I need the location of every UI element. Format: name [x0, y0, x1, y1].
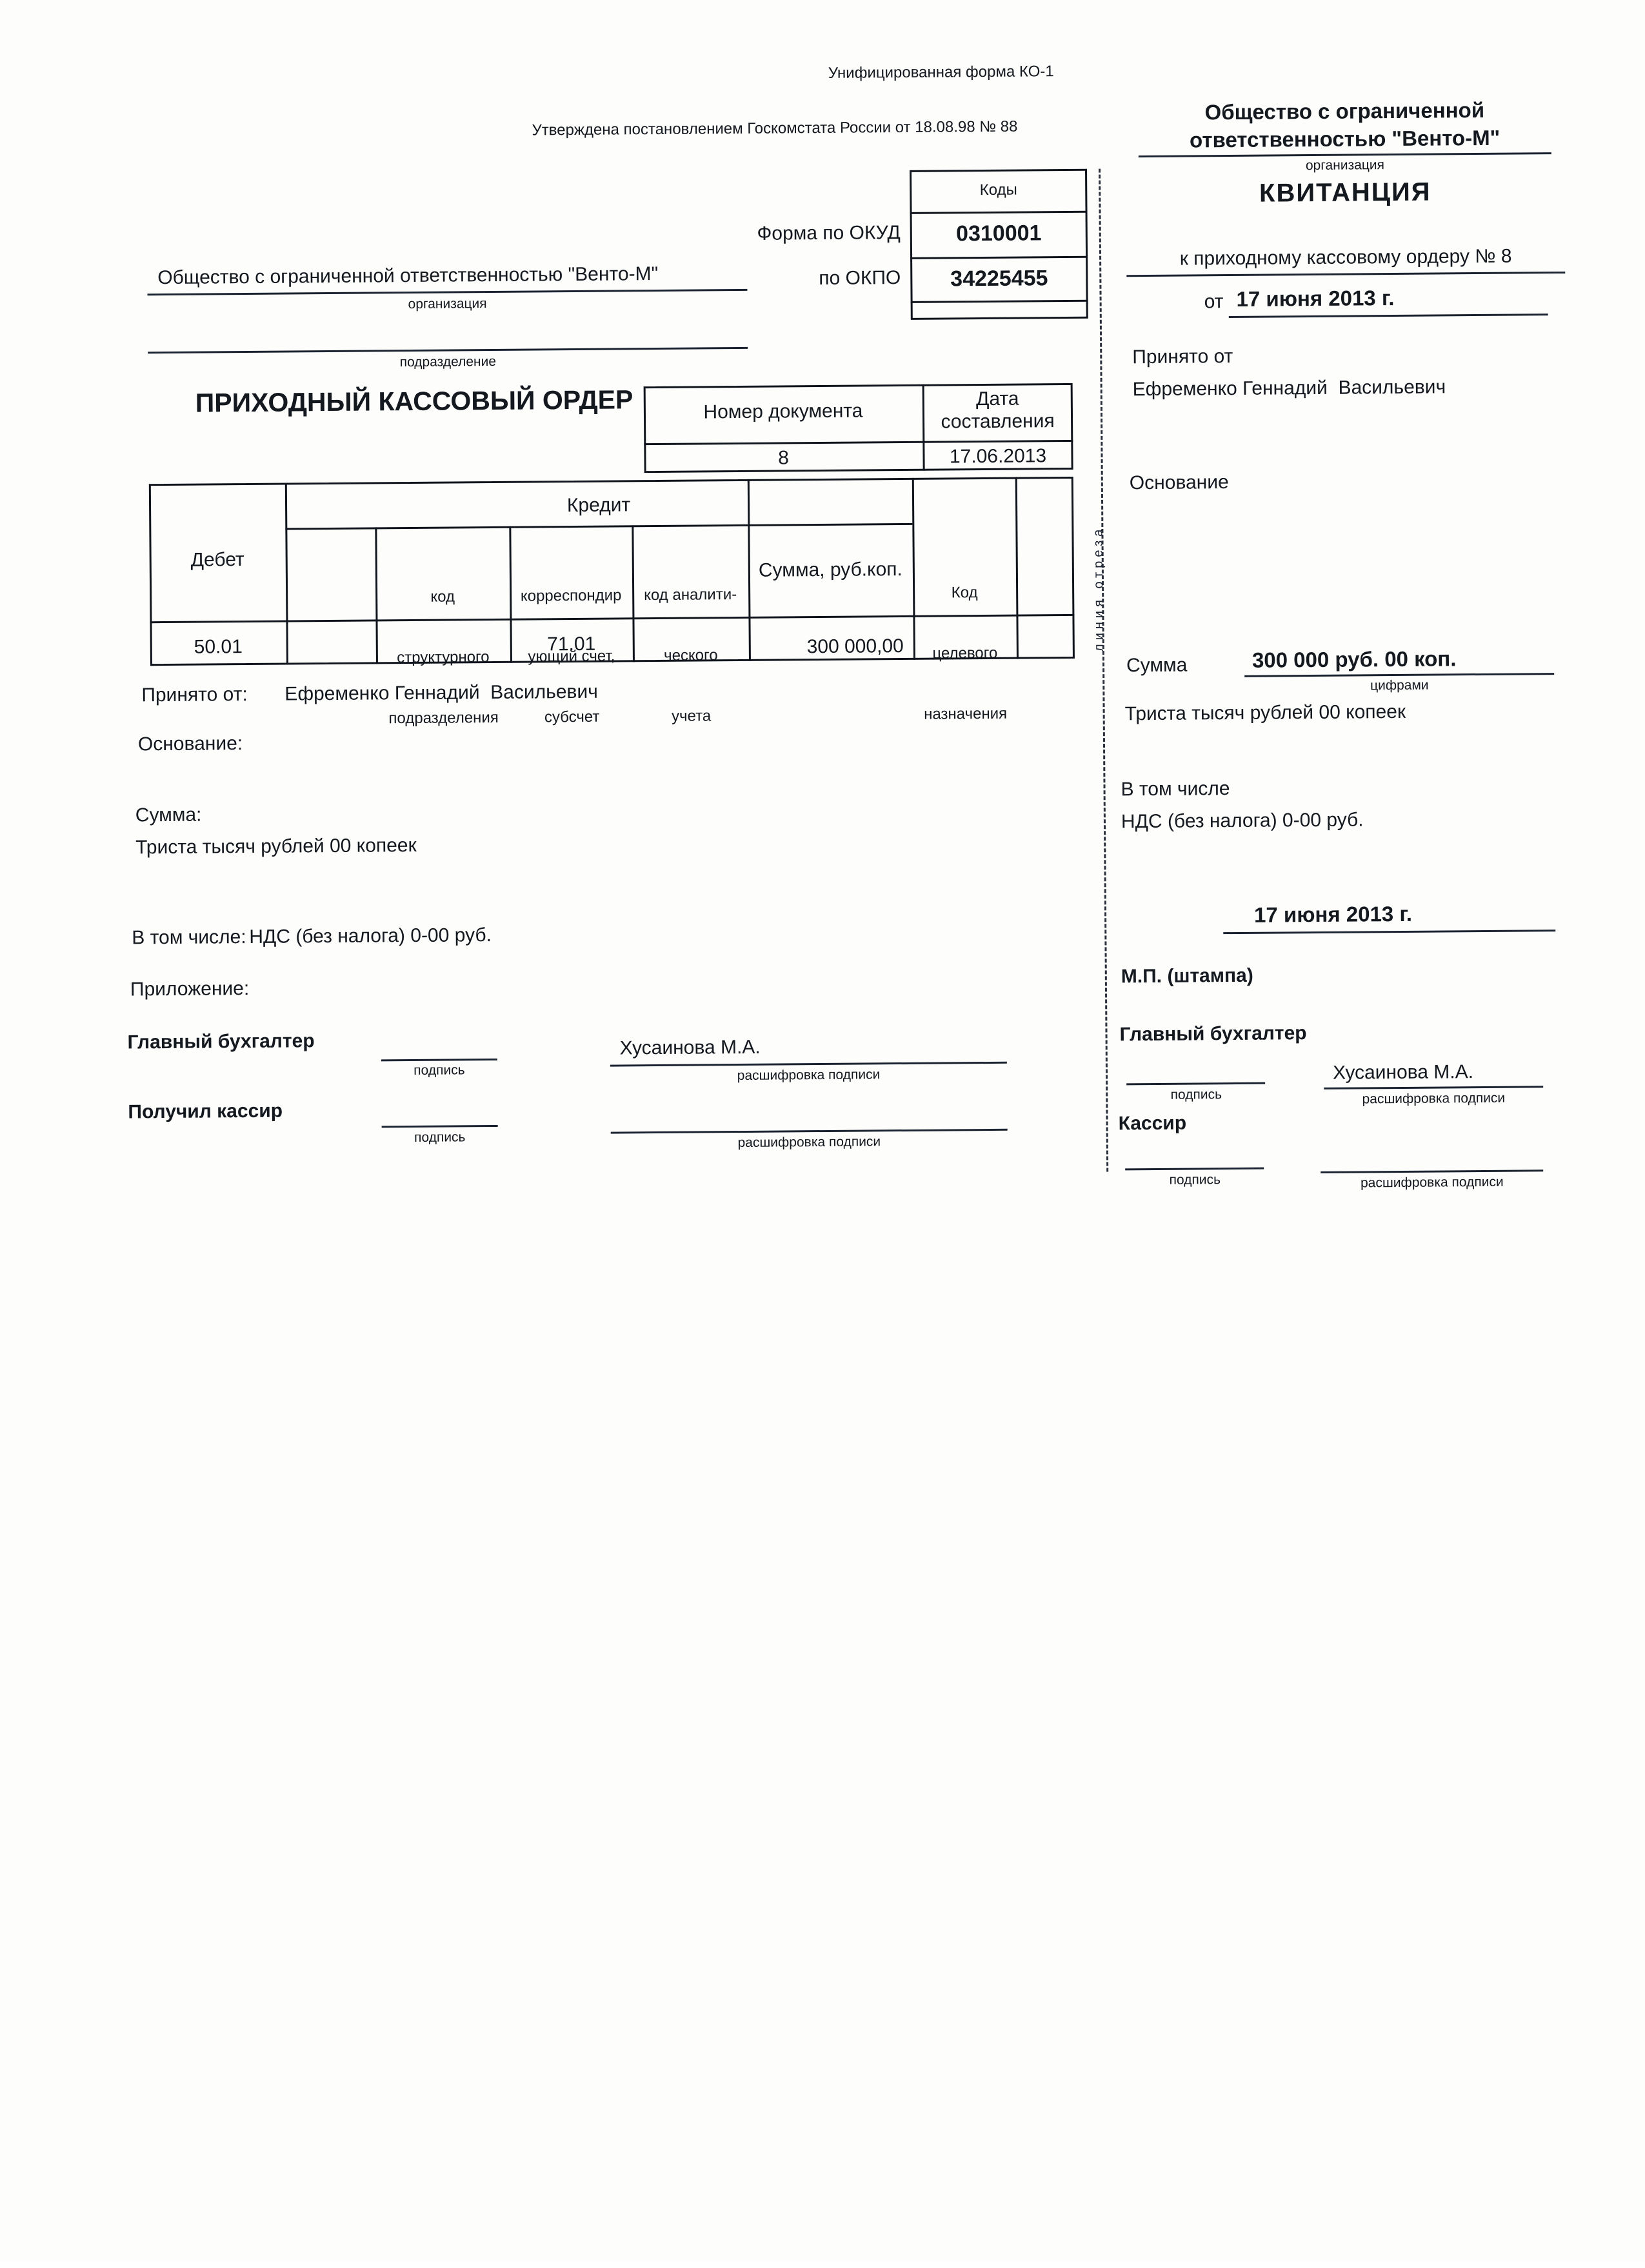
receipt-accountant-signature-caption: подпись: [1170, 1087, 1222, 1102]
order-accountant-decode-rule: [610, 1061, 1007, 1067]
receipt-date-prefix: от: [1204, 291, 1224, 313]
order-attachment-label: Приложение:: [130, 978, 250, 1000]
th-purpose-line2: целевого: [932, 644, 998, 662]
order-cashier-received-label: Получил кассир: [128, 1100, 283, 1123]
doc-date-header-line2: составления: [941, 410, 1055, 433]
organization-value: Общество с ограниченной ответственностью…: [157, 263, 659, 289]
order-accountant-signature-rule: [381, 1058, 497, 1062]
order-accountant-decode-caption: расшифровка подписи: [737, 1067, 881, 1084]
order-accepted-from-label: Принято от:: [141, 684, 248, 706]
order-accountant-signature-caption: подпись: [414, 1062, 465, 1079]
receipt-accountant-signature-rule: [1126, 1082, 1266, 1086]
order-accountant-name: Хусаинова М.А.: [619, 1036, 761, 1059]
receipt-accountant-name: Хусаинова М.А.: [1332, 1061, 1474, 1084]
receipt-cashier-signature-rule: [1125, 1167, 1264, 1171]
receipt-organization-line2: ответственностью "Венто-М": [1189, 125, 1500, 152]
receipt-date-rule: [1228, 313, 1548, 319]
order-accepted-from-value: Ефременко Геннадий Васильевич: [284, 681, 598, 705]
th-sum: Сумма, руб.коп.: [758, 559, 902, 581]
th-struct-line1: код: [430, 588, 455, 606]
receipt-including-label: В том числе: [1121, 778, 1230, 801]
td-sum: 300 000,00: [806, 635, 904, 658]
receipt-accountant-decode-caption: расшифровка подписи: [1362, 1090, 1506, 1107]
cut-line: [1098, 168, 1109, 1172]
order-chief-accountant-label: Главный бухгалтер: [127, 1030, 315, 1053]
doc-number-value: 8: [778, 447, 789, 469]
okud-label: Форма по ОКУД: [757, 222, 901, 244]
th-struct-line2: структурного: [397, 648, 490, 667]
okud-value: 0310001: [955, 221, 1042, 246]
organization-caption: организация: [408, 296, 487, 312]
okpo-value: 34225455: [950, 266, 1048, 292]
order-basis-label: Основание:: [137, 733, 243, 755]
page-title: ПРИХОДНЫЙ КАССОВЫЙ ОРДЕР: [195, 384, 633, 418]
td-corr-account: 71.01: [547, 633, 596, 655]
cut-line-label: линия отреза: [1091, 525, 1106, 652]
receipt-stamp-label: М.П. (штампа): [1121, 964, 1253, 988]
doc-date-header-line1: Дата: [975, 388, 1019, 410]
codes-header: Коды: [979, 181, 1017, 199]
receipt-organization-caption: организация: [1305, 157, 1385, 174]
th-struct-line3: подразделения: [388, 708, 499, 727]
receipt-chief-accountant-label: Главный бухгалтер: [1119, 1022, 1307, 1046]
receipt-cashier-label: Кассир: [1118, 1112, 1187, 1135]
th-analytic-line3: учета: [671, 706, 712, 725]
order-cashier-signature-caption: подпись: [414, 1129, 466, 1145]
receipt-including-value: НДС (без налога) 0-00 руб.: [1121, 809, 1364, 833]
approval-note: Утверждена постановлением Госкомстата Ро…: [532, 117, 1018, 139]
receipt-sum-label: Сумма: [1126, 654, 1188, 677]
th-debit: Дебет: [190, 549, 244, 571]
receipt-sum-words: Триста тысяч рублей 00 копеек: [1124, 701, 1406, 725]
order-sum-words: Триста тысяч рублей 00 копеек: [135, 834, 417, 859]
receipt-sum-figures-caption: цифрами: [1370, 677, 1429, 693]
receipt-cashier-decode-caption: расшифровка подписи: [1360, 1174, 1504, 1191]
th-corr-line1: корреспондир: [520, 586, 622, 606]
okpo-label: по ОКПО: [819, 267, 901, 290]
subdivision-caption: подразделение: [399, 353, 497, 370]
receipt-organization-line1: Общество с ограниченной: [1204, 97, 1485, 124]
receipt-sum-figures: 300 000 руб. 00 коп.: [1251, 646, 1457, 672]
unified-form-note: Унифицированная форма КО-1: [828, 63, 1054, 82]
order-including-label: В том числе:: [132, 926, 246, 949]
th-purpose-line1: Код: [951, 584, 978, 602]
doc-date-value: 17.06.2013: [949, 445, 1047, 468]
order-cashier-signature-rule: [381, 1124, 498, 1128]
receipt-cashier-signature-caption: подпись: [1169, 1172, 1221, 1188]
receipt-accepted-from-value: Ефременко Геннадий Васильевич: [1132, 376, 1446, 401]
receipt-bottom-date-rule: [1223, 930, 1556, 935]
order-including-value: НДС (без налога) 0-00 руб.: [249, 924, 492, 948]
receipt-title: КВИТАНЦИЯ: [1259, 177, 1431, 208]
receipt-to-order-text: к приходному кассовому ордеру № 8: [1179, 245, 1512, 270]
th-corr-line3: субсчет: [544, 708, 600, 726]
order-cashier-decode-caption: расшифровка подписи: [737, 1134, 881, 1151]
receipt-accepted-from-label: Принято от: [1132, 345, 1233, 368]
th-analytic-line1: код аналити-: [644, 586, 737, 604]
doc-number-header: Номер документа: [703, 400, 863, 423]
td-debit: 50.01: [194, 636, 243, 658]
receipt-date-value: 17 июня 2013 г.: [1236, 286, 1395, 311]
th-analytic-line2: ческого: [664, 646, 718, 664]
receipt-basis-label: Основание: [1129, 472, 1229, 494]
receipt-order-rule: [1126, 271, 1566, 277]
th-purpose-line3: назначения: [924, 704, 1008, 723]
receipt-bottom-date: 17 июня 2013 г.: [1253, 901, 1413, 927]
receipt-accountant-decode-rule: [1324, 1086, 1544, 1089]
order-sum-label: Сумма:: [135, 804, 202, 826]
receipt-cashier-decode-rule: [1321, 1169, 1544, 1173]
order-cashier-decode-rule: [610, 1128, 1008, 1134]
